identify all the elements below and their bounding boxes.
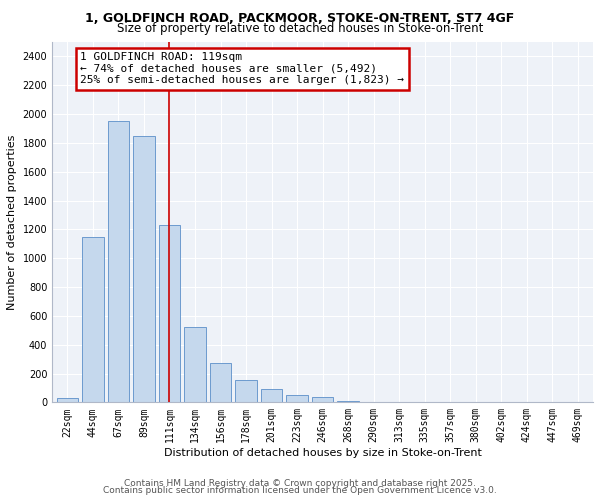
Y-axis label: Number of detached properties: Number of detached properties xyxy=(7,134,17,310)
Text: 1, GOLDFINCH ROAD, PACKMOOR, STOKE-ON-TRENT, ST7 4GF: 1, GOLDFINCH ROAD, PACKMOOR, STOKE-ON-TR… xyxy=(85,12,515,26)
Text: 1 GOLDFINCH ROAD: 119sqm
← 74% of detached houses are smaller (5,492)
25% of sem: 1 GOLDFINCH ROAD: 119sqm ← 74% of detach… xyxy=(80,52,404,85)
Bar xyxy=(184,326,206,402)
Text: Contains public sector information licensed under the Open Government Licence v3: Contains public sector information licen… xyxy=(103,486,497,495)
Bar xyxy=(158,225,181,402)
Bar xyxy=(235,380,257,402)
Text: Size of property relative to detached houses in Stoke-on-Trent: Size of property relative to detached ho… xyxy=(117,22,483,35)
Bar xyxy=(107,121,129,402)
Bar xyxy=(209,364,232,403)
Bar xyxy=(261,390,283,402)
Text: Contains HM Land Registry data © Crown copyright and database right 2025.: Contains HM Land Registry data © Crown c… xyxy=(124,478,476,488)
Bar xyxy=(286,395,308,402)
X-axis label: Distribution of detached houses by size in Stoke-on-Trent: Distribution of detached houses by size … xyxy=(164,448,482,458)
Bar xyxy=(337,401,359,402)
Bar xyxy=(82,236,104,402)
Bar xyxy=(133,136,155,402)
Bar xyxy=(312,398,334,402)
Bar xyxy=(56,398,78,402)
